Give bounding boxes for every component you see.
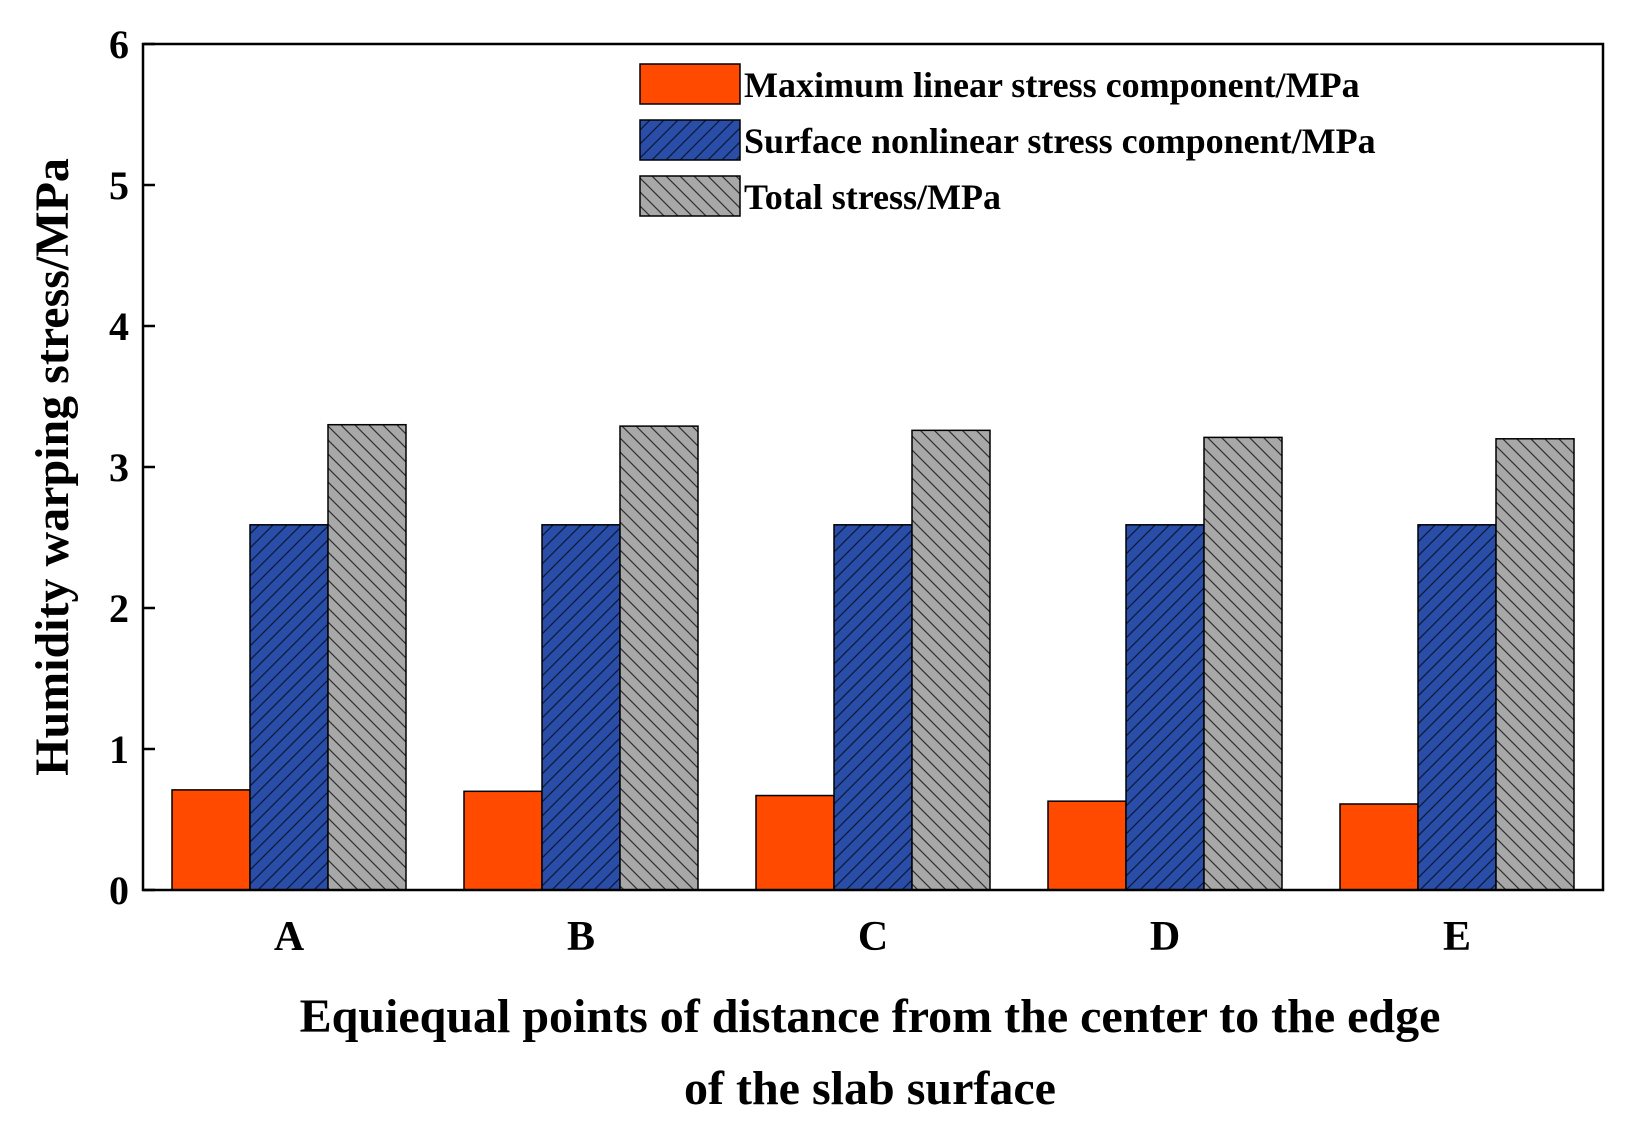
bar-D-series-2 [1125,524,1205,891]
legend-label-2: Surface nonlinear stress component/MPa [744,121,1376,161]
legend-swatch-1 [639,63,741,105]
x-tick-label-E: E [1443,914,1471,960]
bar-D-series-3 [1203,436,1283,891]
x-tick-label-C: C [858,914,888,960]
y-axis-title: Humidity warping stress/MPa [26,158,79,776]
bar-C-series-1 [755,794,835,891]
y-tick-label-2: 2 [109,586,129,631]
x-tick-label-A: A [274,914,305,960]
bar-B-series-3 [619,425,699,891]
x-axis-title-line-2: of the slab surface [684,1062,1056,1115]
legend-swatch-3 [639,175,741,217]
y-axis: 0 1 2 3 4 5 6 [109,22,155,913]
x-tick-label-D: D [1150,914,1180,960]
bar-E-series-2 [1417,524,1497,891]
y-tick-label-0: 0 [109,868,129,913]
x-axis: A B C D E [274,914,1471,960]
bar-D-series-1 [1047,800,1127,891]
y-tick-label-5: 5 [109,163,129,208]
legend: Maximum linear stress component/MPa Surfa… [639,63,1376,217]
y-tick-label-4: 4 [109,304,129,349]
x-tick-label-B: B [567,914,595,960]
bar-A-series-1 [171,789,251,891]
y-tick-label-1: 1 [109,727,129,772]
bar-A-series-3 [327,423,407,891]
bar-C-series-2 [833,524,913,891]
bar-E-series-3 [1495,438,1575,891]
y-tick-label-6: 6 [109,22,129,67]
bar-A-series-2 [249,524,329,891]
bar-B-series-2 [541,524,621,891]
legend-swatch-2 [639,119,741,161]
y-tick-label-3: 3 [109,445,129,490]
legend-label-3: Total stress/MPa [744,177,1001,217]
bar-E-series-1 [1339,803,1419,891]
bars-group [171,423,1575,891]
x-axis-title-line-1: Equiequal points of distance from the ce… [300,990,1441,1043]
bar-C-series-3 [911,429,991,891]
bar-B-series-1 [463,790,543,891]
legend-label-1: Maximum linear stress component/MPa [744,65,1360,105]
